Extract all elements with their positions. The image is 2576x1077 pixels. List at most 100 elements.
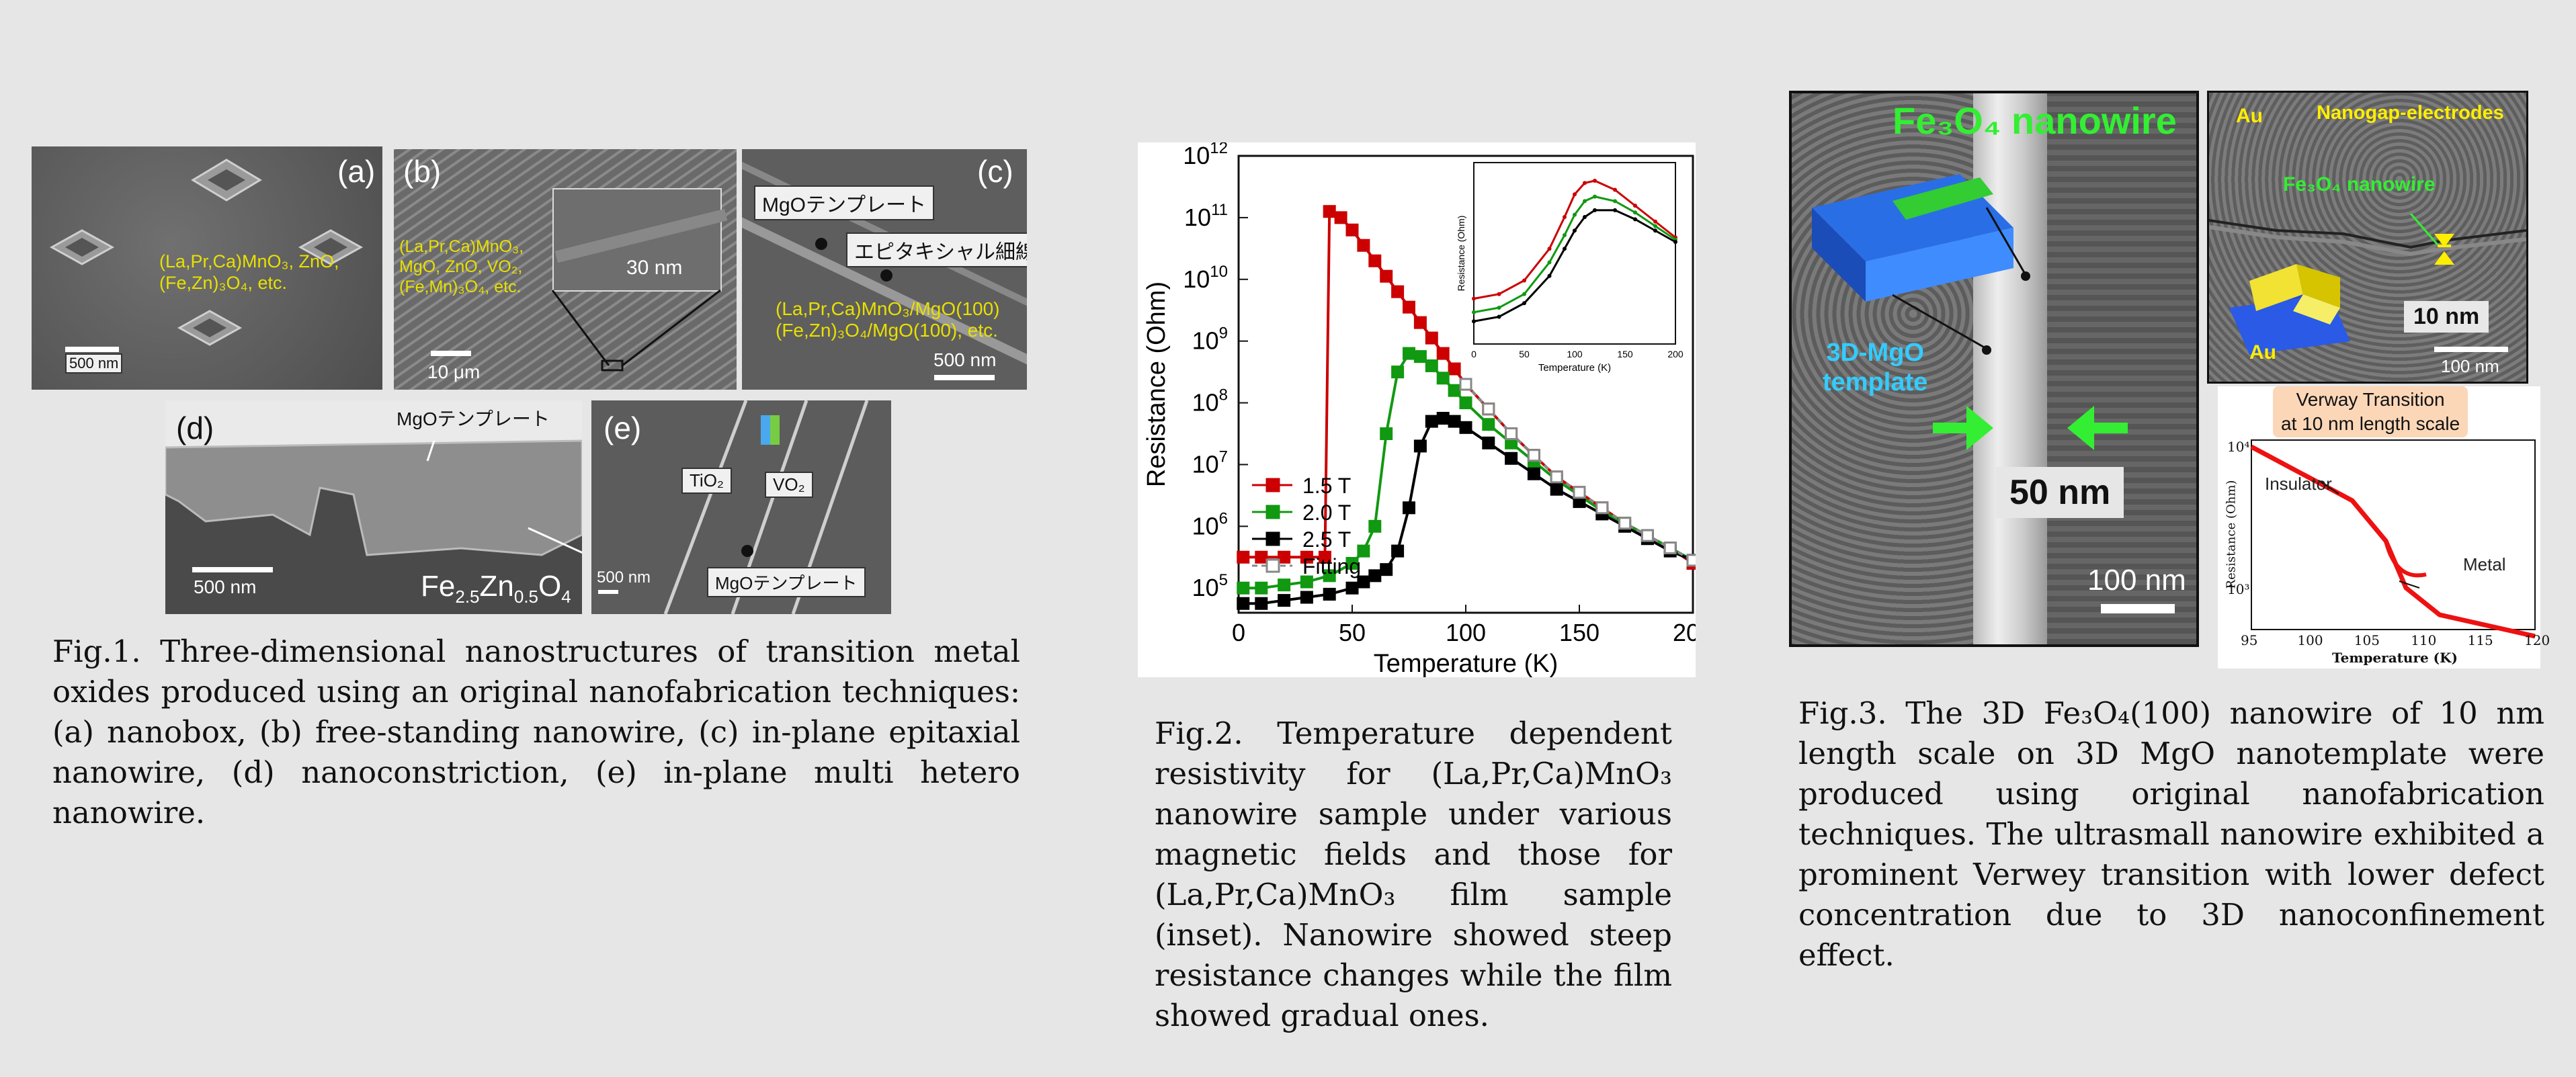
tio2-label: TiO₂: [681, 468, 733, 494]
nanowire-title: Fe₃O₄ nanowire: [1893, 99, 2177, 142]
inset-data-point: [1653, 224, 1657, 228]
inset-data-point: [1547, 247, 1552, 251]
data-point: [1237, 597, 1250, 610]
scale-label: 500 nm: [194, 576, 257, 597]
data-point: [1403, 501, 1415, 515]
inset-data-point: [1472, 319, 1476, 324]
width-label: 50 nm: [1996, 467, 2124, 518]
data-point: [1448, 362, 1461, 376]
y-tick-label: 1011: [1184, 201, 1228, 231]
nanobox-shapes: [49, 159, 364, 346]
template-label: MgOテンプレート: [397, 408, 550, 429]
inset-data-point: [1613, 208, 1617, 212]
panel-letter: (e): [604, 411, 642, 445]
template-label: MgOテンプレート: [707, 567, 866, 597]
legend-marker: [1265, 558, 1280, 573]
inset-data-point: [1633, 210, 1637, 215]
fig3-transition-plot: Verway Transition at 10 nm length scale …: [2218, 386, 2550, 669]
transition-title-line1: Verway Transition: [2296, 389, 2445, 410]
inset-series-line: [1473, 196, 1676, 314]
data-point: [1436, 347, 1450, 360]
x-tick-label: 0: [1232, 619, 1245, 646]
materials-label: (La,Pr,Ca)MnO₃/MgO(100) (Fe,Zn)₃O₄/MgO(1…: [776, 298, 1000, 341]
y-axis-label: Resistance (Ohm): [2224, 480, 2239, 589]
data-point: [1300, 575, 1313, 589]
scale-bar: [598, 590, 618, 594]
data-point: [1425, 359, 1438, 372]
y-tick-label: 105: [1192, 571, 1228, 601]
x-axis-label: Temperature (K): [1374, 650, 1559, 677]
data-point: [1413, 316, 1427, 329]
insulator-label: Insulator: [2265, 474, 2332, 494]
template-label: 3D-MgO template: [1823, 339, 1928, 396]
inset-frame: [1473, 162, 1676, 345]
data-point: [1357, 239, 1370, 252]
panel-letter: (b): [403, 154, 442, 189]
inset-image: 30 nm: [552, 188, 728, 292]
inset-data-point: [1633, 217, 1637, 222]
inset-data-point: [1563, 247, 1567, 251]
y-tick-label: 1010: [1183, 263, 1228, 293]
data-point: [1413, 350, 1427, 363]
data-point: [1323, 587, 1336, 601]
data-point: [1595, 501, 1609, 515]
data-point: [1345, 581, 1359, 595]
au-bottom-label: Au: [2249, 341, 2276, 363]
inset-data-point: [1472, 310, 1476, 314]
data-point: [1425, 415, 1438, 428]
inset-data-point: [1563, 215, 1567, 219]
inset-data-point: [1633, 204, 1637, 208]
electrodes-label: Nanogap-electrodes: [2317, 102, 2504, 124]
scale-label: 500 nm: [933, 349, 997, 370]
scale-label: 100 nm: [2087, 564, 2186, 597]
inset-x-tick-label: 100: [1567, 349, 1583, 359]
y-tick-label: 107: [1192, 447, 1228, 478]
materials-label: (La,Pr,Ca)MnO₃, MgO, ZnO, VO₂, (Fe,Mn)₃O…: [399, 237, 524, 296]
scale-label: 10 μm: [427, 361, 481, 382]
scale-label: 500 nm: [597, 568, 651, 587]
x-tick-label: 115: [2467, 632, 2493, 648]
data-point: [1323, 205, 1336, 218]
data-point: [1436, 412, 1450, 425]
data-point: [1436, 372, 1450, 385]
template-label: MgOテンプレート: [754, 185, 935, 220]
inset-data-point: [1573, 212, 1577, 217]
data-point: [1300, 591, 1313, 604]
data-point: [1459, 396, 1472, 410]
inset-data-point: [1522, 278, 1526, 283]
data-point: [1255, 581, 1268, 595]
fig1-caption: Fig.1. Three-dimensional nanostructures …: [52, 634, 1020, 830]
data-point: [1482, 418, 1495, 431]
data-point: [1527, 467, 1540, 480]
inset-series-line: [1473, 209, 1676, 322]
data-point: [1505, 451, 1518, 465]
inset-data-point: [1583, 199, 1587, 204]
scale-bar: [2101, 604, 2175, 613]
vo2-label: VO₂: [765, 472, 813, 498]
data-point: [1345, 223, 1359, 236]
epitaxial-label: エピタキシャル細線: [846, 232, 1027, 267]
inset-data-point: [1613, 199, 1617, 204]
data-point: [1278, 578, 1291, 592]
transition-title-line2: at 10 nm length scale: [2281, 413, 2460, 434]
panel-letter: (a): [337, 154, 376, 189]
y-tick-label: 106: [1192, 509, 1228, 540]
fig3-caption: Fig.3. The 3D Fe₃O₄(100) nanowire of 10 …: [1798, 695, 2544, 973]
legend-label: Fitting: [1302, 554, 1361, 578]
scale-label: 500 nm: [65, 353, 123, 374]
x-tick-label: 200: [1673, 619, 1696, 646]
data-point: [1505, 427, 1518, 441]
transition-curve-svg: [2250, 439, 2536, 639]
data-point: [1482, 402, 1495, 416]
data-point: [1663, 542, 1677, 555]
nanogap-schematic: [2209, 213, 2526, 355]
transition-title: Verway Transition at 10 nm length scale: [2273, 386, 2468, 437]
metal-label: Metal: [2463, 554, 2506, 574]
inset-scale-label: 30 nm: [626, 257, 683, 279]
legend-marker: [1265, 531, 1280, 546]
inset-data-point: [1593, 179, 1597, 183]
inset-data-point: [1653, 219, 1657, 224]
data-point: [1618, 517, 1632, 530]
legend-label: 2.5 T: [1302, 527, 1351, 552]
y-tick-top: 10⁴: [2227, 439, 2250, 455]
